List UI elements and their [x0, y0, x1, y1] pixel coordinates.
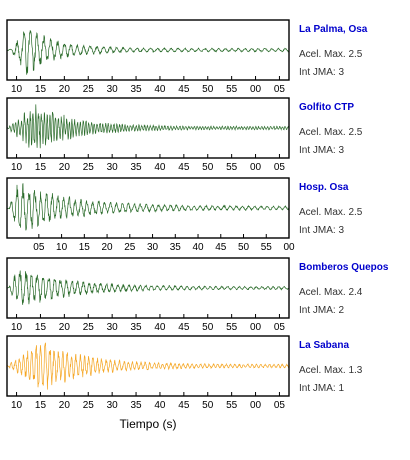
waveform-trace	[6, 270, 290, 305]
panel-frame	[6, 97, 290, 159]
panel-frame	[6, 19, 290, 81]
x-tick-label: 45	[215, 242, 227, 253]
x-tick-label: 45	[178, 84, 190, 95]
x-tick-label: 20	[59, 322, 71, 333]
station-max-acceleration: Acel. Max. 2.5	[299, 127, 363, 138]
x-tick-label: 55	[226, 84, 238, 95]
x-tick-label: 15	[35, 322, 47, 333]
x-tick-label: 35	[130, 400, 142, 411]
x-tick-label: 00	[250, 322, 262, 333]
x-tick-label: 00	[283, 242, 295, 253]
station-jma-intensity: Int JMA: 3	[299, 225, 344, 236]
x-tick-label: 15	[79, 242, 91, 253]
x-tick-label: 10	[11, 162, 23, 173]
x-tick-label: 20	[59, 84, 71, 95]
x-tick-label: 55	[261, 242, 273, 253]
x-tick-label: 25	[124, 242, 136, 253]
x-tick-label: 05	[274, 84, 286, 95]
x-tick-label: 20	[59, 400, 71, 411]
x-tick-label: 50	[202, 400, 214, 411]
station-name: Golfito CTP	[299, 102, 354, 113]
waveform-trace	[6, 342, 290, 390]
x-tick-label: 10	[11, 84, 23, 95]
station-name: La Palma, Osa	[299, 24, 368, 35]
x-tick-label: 45	[178, 322, 190, 333]
x-tick-label: 30	[107, 162, 119, 173]
x-tick-label: 15	[35, 84, 47, 95]
x-tick-label: 05	[274, 400, 286, 411]
panel-frame	[6, 177, 290, 239]
station-max-acceleration: Acel. Max. 2.4	[299, 287, 363, 298]
seismogram-panel: 05 10 15 20 25 30 35 40 45 50 55 00 Hosp. Osa Acel. M…	[6, 177, 363, 253]
waveform-trace	[6, 104, 290, 149]
x-tick-label: 05	[33, 242, 45, 253]
x-axis-label: Tiempo (s)	[120, 417, 177, 431]
x-tick-label: 55	[226, 400, 238, 411]
x-tick-label: 10	[11, 322, 23, 333]
x-tick-label: 05	[274, 322, 286, 333]
x-tick-label: 25	[83, 84, 95, 95]
waveform-trace	[6, 183, 290, 231]
seismogram-panel: 10 15 20 25 30 35 40 45 50 55 00 05 Golfito CTP Acel.…	[6, 97, 363, 173]
x-tick-label: 30	[107, 400, 119, 411]
x-tick-label: 40	[154, 162, 166, 173]
station-name: La Sabana	[299, 340, 349, 351]
x-tick-label: 35	[130, 322, 142, 333]
seismogram-panel: 10 15 20 25 30 35 40 45 50 55 00 05 La Palma, Osa Ace…	[6, 19, 368, 95]
x-tick-label: 55	[226, 322, 238, 333]
x-tick-label: 50	[202, 84, 214, 95]
station-name: Bomberos Quepos	[299, 262, 389, 273]
x-tick-label: 35	[130, 162, 142, 173]
x-tick-label: 00	[250, 400, 262, 411]
x-tick-label: 25	[83, 400, 95, 411]
panel-frame	[6, 257, 290, 319]
x-tick-label: 05	[274, 162, 286, 173]
x-tick-label: 15	[35, 400, 47, 411]
x-tick-label: 55	[226, 162, 238, 173]
x-tick-label: 35	[130, 84, 142, 95]
station-max-acceleration: Acel. Max. 2.5	[299, 207, 363, 218]
x-tick-label: 40	[192, 242, 204, 253]
x-tick-label: 50	[202, 162, 214, 173]
x-tick-label: 00	[250, 162, 262, 173]
x-tick-label: 40	[154, 322, 166, 333]
x-tick-label: 25	[83, 322, 95, 333]
x-tick-label: 45	[178, 400, 190, 411]
x-tick-label: 00	[250, 84, 262, 95]
station-max-acceleration: Acel. Max. 1.3	[299, 365, 363, 376]
x-tick-label: 50	[202, 322, 214, 333]
seismogram-panel: 10 15 20 25 30 35 40 45 50 55 00 05 Bomberos Quepos A…	[6, 257, 389, 333]
station-name: Hosp. Osa	[299, 182, 349, 193]
x-tick-label: 30	[107, 84, 119, 95]
x-tick-label: 30	[147, 242, 159, 253]
x-tick-label: 45	[178, 162, 190, 173]
x-tick-label: 50	[238, 242, 250, 253]
x-tick-label: 15	[35, 162, 47, 173]
x-tick-label: 20	[59, 162, 71, 173]
x-tick-label: 10	[56, 242, 68, 253]
seismogram-panel: 10 15 20 25 30 35 40 45 50 55 00 05 La Sabana Acel. M…	[6, 335, 363, 411]
station-jma-intensity: Int JMA: 2	[299, 305, 344, 316]
x-tick-label: 10	[11, 400, 23, 411]
x-tick-label: 25	[83, 162, 95, 173]
x-tick-label: 20	[102, 242, 114, 253]
x-tick-label: 40	[154, 400, 166, 411]
station-jma-intensity: Int JMA: 3	[299, 145, 344, 156]
x-tick-label: 35	[170, 242, 182, 253]
station-jma-intensity: Int JMA: 1	[299, 383, 344, 394]
x-tick-label: 40	[154, 84, 166, 95]
waveform-trace	[6, 30, 289, 75]
station-max-acceleration: Acel. Max. 2.5	[299, 49, 363, 60]
station-jma-intensity: Int JMA: 3	[299, 67, 344, 78]
x-tick-label: 30	[107, 322, 119, 333]
panel-frame	[6, 335, 290, 397]
